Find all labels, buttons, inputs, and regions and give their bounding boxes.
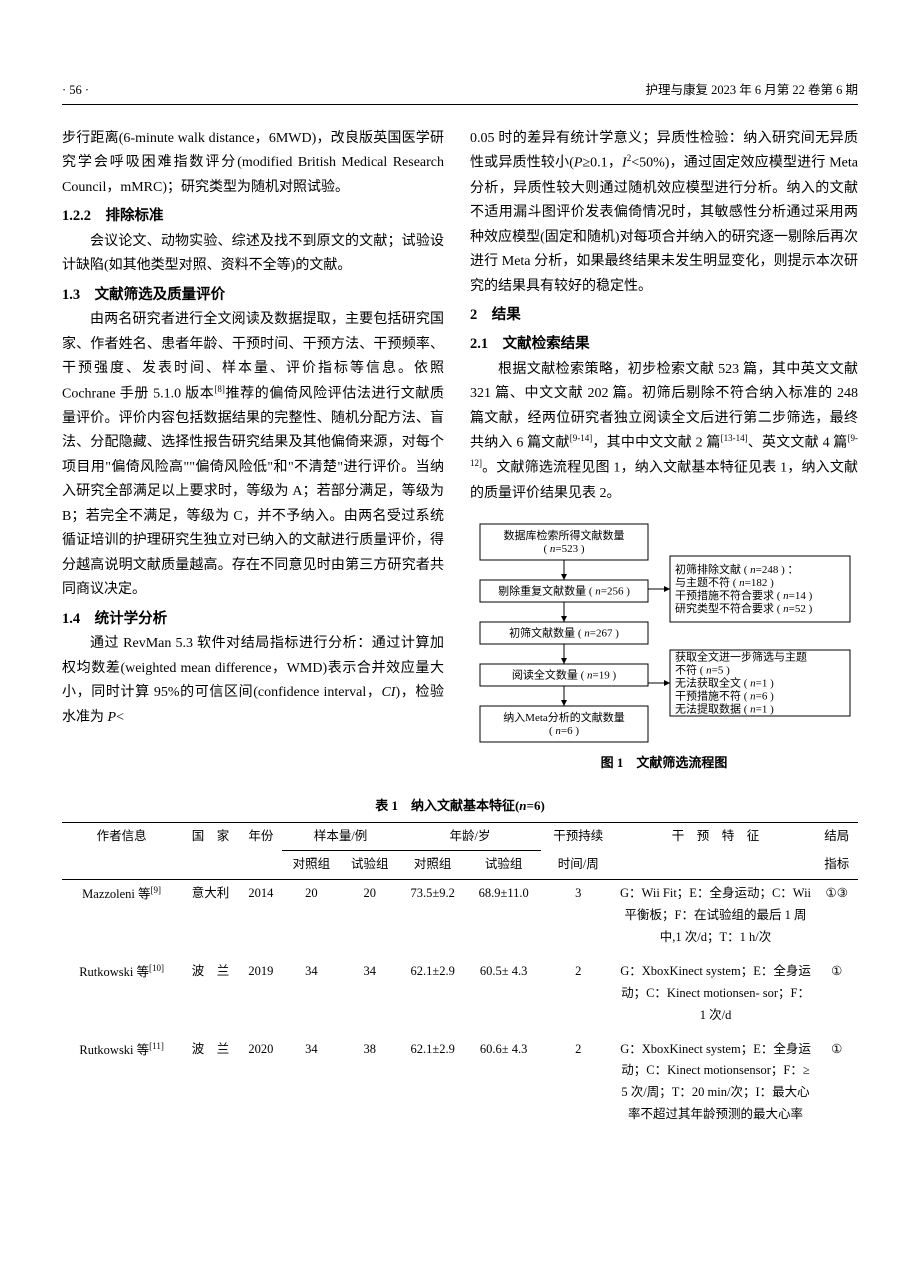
th-age-ctrl: 对照组 [399,851,466,880]
th-country: 国 家 [181,822,239,880]
table-cell: 34 [282,958,340,1030]
figure-1-flowchart: 数据库检索所得文献数量( n=523 ) 剔除重复文献数量 ( n=256 ) 初筛… [470,516,858,775]
table-cell: 2019 [240,958,282,1030]
svg-text:纳入Meta分析的文献数量: 纳入Meta分析的文献数量 [503,710,625,724]
table-cell: 34 [282,1036,340,1130]
table-cell: 34 [341,958,399,1030]
para-1-3: 由两名研究者进行全文阅读及数据提取，主要包括研究国家、作者姓名、患者年龄、干预时… [62,308,444,603]
table-cell: 62.1±2.9 [399,958,466,1030]
heading-2: 2 结果 [470,303,858,328]
table-cell: 20 [341,880,399,952]
th-features: 干 预 特 征 [616,822,816,880]
para-1-4: 通过 RevMan 5.3 软件对结局指标进行分析：通过计算加权均数差(weig… [62,632,444,730]
svg-text:阅读全文数量 ( n=19 ): 阅读全文数量 ( n=19 ) [512,668,617,682]
th-duration-1: 干预持续 [541,822,616,851]
table-cell: 62.1±2.9 [399,1036,466,1130]
table-1-caption: 表 1 纳入文献基本特征(n=6) [62,795,858,818]
svg-text:无法获取全文 ( n=1 ): 无法获取全文 ( n=1 ) [675,676,774,690]
journal-info: 护理与康复 2023 年 6 月第 22 卷第 6 期 [645,80,858,102]
table-row: Mazzoleni 等[9]意大利2014202073.5±9.268.9±11… [62,880,858,952]
table-row: Rutkowski 等[11]波 兰2020343862.1±2.960.6± … [62,1036,858,1130]
table-cell: 波 兰 [181,1036,239,1130]
table-cell: 3 [541,880,616,952]
svg-text:不符 ( n=5 ): 不符 ( n=5 ) [675,664,730,677]
heading-2-1: 2.1 文献检索结果 [470,332,858,357]
svg-text:干预措施不符 ( n=6 ): 干预措施不符 ( n=6 ) [675,689,774,703]
body-columns: 步行距离(6-minute walk distance，6MWD)，改良版英国医… [62,127,858,779]
th-outcome-2: 指标 [816,851,858,880]
right-column: 0.05 时的差异有统计学意义；异质性检验：纳入研究间无异质性或异质性较小(P≥… [470,127,858,779]
heading-1-3: 1.3 文献筛选及质量评价 [62,283,444,308]
th-age-exp: 试验组 [466,851,541,880]
figure-1-caption: 图 1 文献筛选流程图 [470,752,858,775]
table-cell: 68.9±11.0 [466,880,541,952]
table-cell: G：XboxKinect system；E：全身运动；C：Kinect moti… [616,958,816,1030]
table-cell: 意大利 [181,880,239,952]
svg-text:初筛文献数量 ( n=267 ): 初筛文献数量 ( n=267 ) [509,626,619,640]
para-1: 步行距离(6-minute walk distance，6MWD)，改良版英国医… [62,127,444,201]
svg-text:数据库检索所得文献数量: 数据库检索所得文献数量 [504,528,625,542]
left-column: 步行距离(6-minute walk distance，6MWD)，改良版英国医… [62,127,444,779]
para-1-2-2: 会议论文、动物实验、综述及找不到原文的文献；试验设计缺陷(如其他类型对照、资料不… [62,230,444,279]
para-r1: 0.05 时的差异有统计学意义；异质性检验：纳入研究间无异质性或异质性较小(P≥… [470,127,858,299]
th-duration-2: 时间/周 [541,851,616,880]
table-1: 作者信息 国 家 年份 样本量/例 年龄/岁 干预持续 干 预 特 征 结局 对… [62,822,858,1130]
svg-text:剔除重复文献数量 ( n=256 ): 剔除重复文献数量 ( n=256 ) [498,584,630,598]
table-cell: G：XboxKinect system；E：全身运动；C：Kinect moti… [616,1036,816,1130]
table-cell: 60.5± 4.3 [466,958,541,1030]
th-age: 年龄/岁 [399,822,541,851]
svg-text:干预措施不符合要求 ( n=14 ): 干预措施不符合要求 ( n=14 ) [675,588,813,602]
table-cell: 60.6± 4.3 [466,1036,541,1130]
th-outcome-1: 结局 [816,822,858,851]
svg-text:( n=523 ): ( n=523 ) [543,543,584,555]
th-year: 年份 [240,822,282,880]
page-number: · 56 · [62,80,89,102]
flowchart-svg: 数据库检索所得文献数量( n=523 ) 剔除重复文献数量 ( n=256 ) 初筛… [470,516,858,748]
th-author: 作者信息 [62,822,181,880]
table-cell: ①③ [816,880,858,952]
svg-text:获取全文进一步筛选与主题: 获取全文进一步筛选与主题 [675,650,807,664]
table-cell: Rutkowski 等[11] [62,1036,181,1130]
table-cell: 波 兰 [181,958,239,1030]
table-cell: Mazzoleni 等[9] [62,880,181,952]
th-n-ctrl: 对照组 [282,851,340,880]
table-cell: 2 [541,958,616,1030]
para-2-1: 根据文献检索策略，初步检索文献 523 篇，其中英文文献 321 篇、中文文献 … [470,358,858,506]
table-cell: 73.5±9.2 [399,880,466,952]
table-row: Rutkowski 等[10]波 兰2019343462.1±2.960.5± … [62,958,858,1030]
page-header: · 56 · 护理与康复 2023 年 6 月第 22 卷第 6 期 [62,80,858,105]
table-cell: 38 [341,1036,399,1130]
table-cell: 2020 [240,1036,282,1130]
th-n-exp: 试验组 [341,851,399,880]
table-cell: 2014 [240,880,282,952]
table-cell: G：Wii Fit；E：全身运动；C：Wii 平衡板；F：在试验组的最后 1 周… [616,880,816,952]
th-sample: 样本量/例 [282,822,399,851]
svg-text:无法提取数据 ( n=1 ): 无法提取数据 ( n=1 ) [675,702,774,716]
table-cell: ① [816,1036,858,1130]
heading-1-2-2: 1.2.2 排除标准 [62,204,444,229]
table-cell: 2 [541,1036,616,1130]
table-header-row-1: 作者信息 国 家 年份 样本量/例 年龄/岁 干预持续 干 预 特 征 结局 [62,822,858,851]
table-cell: Rutkowski 等[10] [62,958,181,1030]
svg-text:( n=6 ): ( n=6 ) [549,725,579,737]
table-cell: 20 [282,880,340,952]
svg-text:与主题不符 ( n=182 ): 与主题不符 ( n=182 ) [675,576,774,589]
table-cell: ① [816,958,858,1030]
svg-text:初筛排除文献 ( n=248 ) ：: 初筛排除文献 ( n=248 ) ： [675,562,799,576]
svg-text:研究类型不符合要求 ( n=52 ): 研究类型不符合要求 ( n=52 ) [675,601,813,615]
heading-1-4: 1.4 统计学分析 [62,607,444,632]
